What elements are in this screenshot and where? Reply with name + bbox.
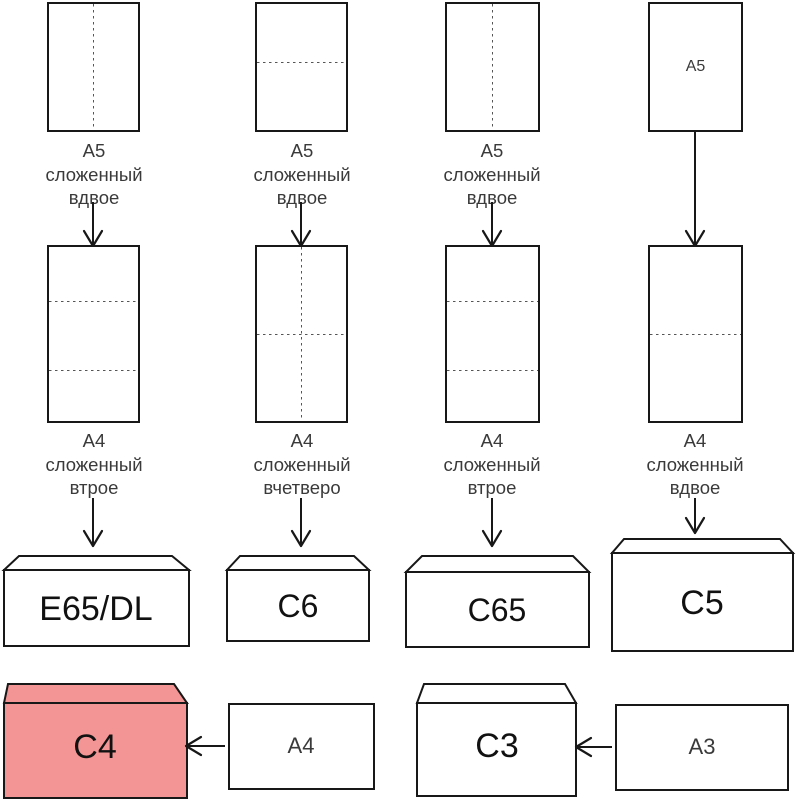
svg-text:C3: C3 bbox=[475, 727, 518, 765]
svg-text:A3: A3 bbox=[689, 734, 716, 759]
svg-text:A4: A4 bbox=[288, 733, 315, 758]
svg-text:C4: C4 bbox=[73, 728, 116, 766]
